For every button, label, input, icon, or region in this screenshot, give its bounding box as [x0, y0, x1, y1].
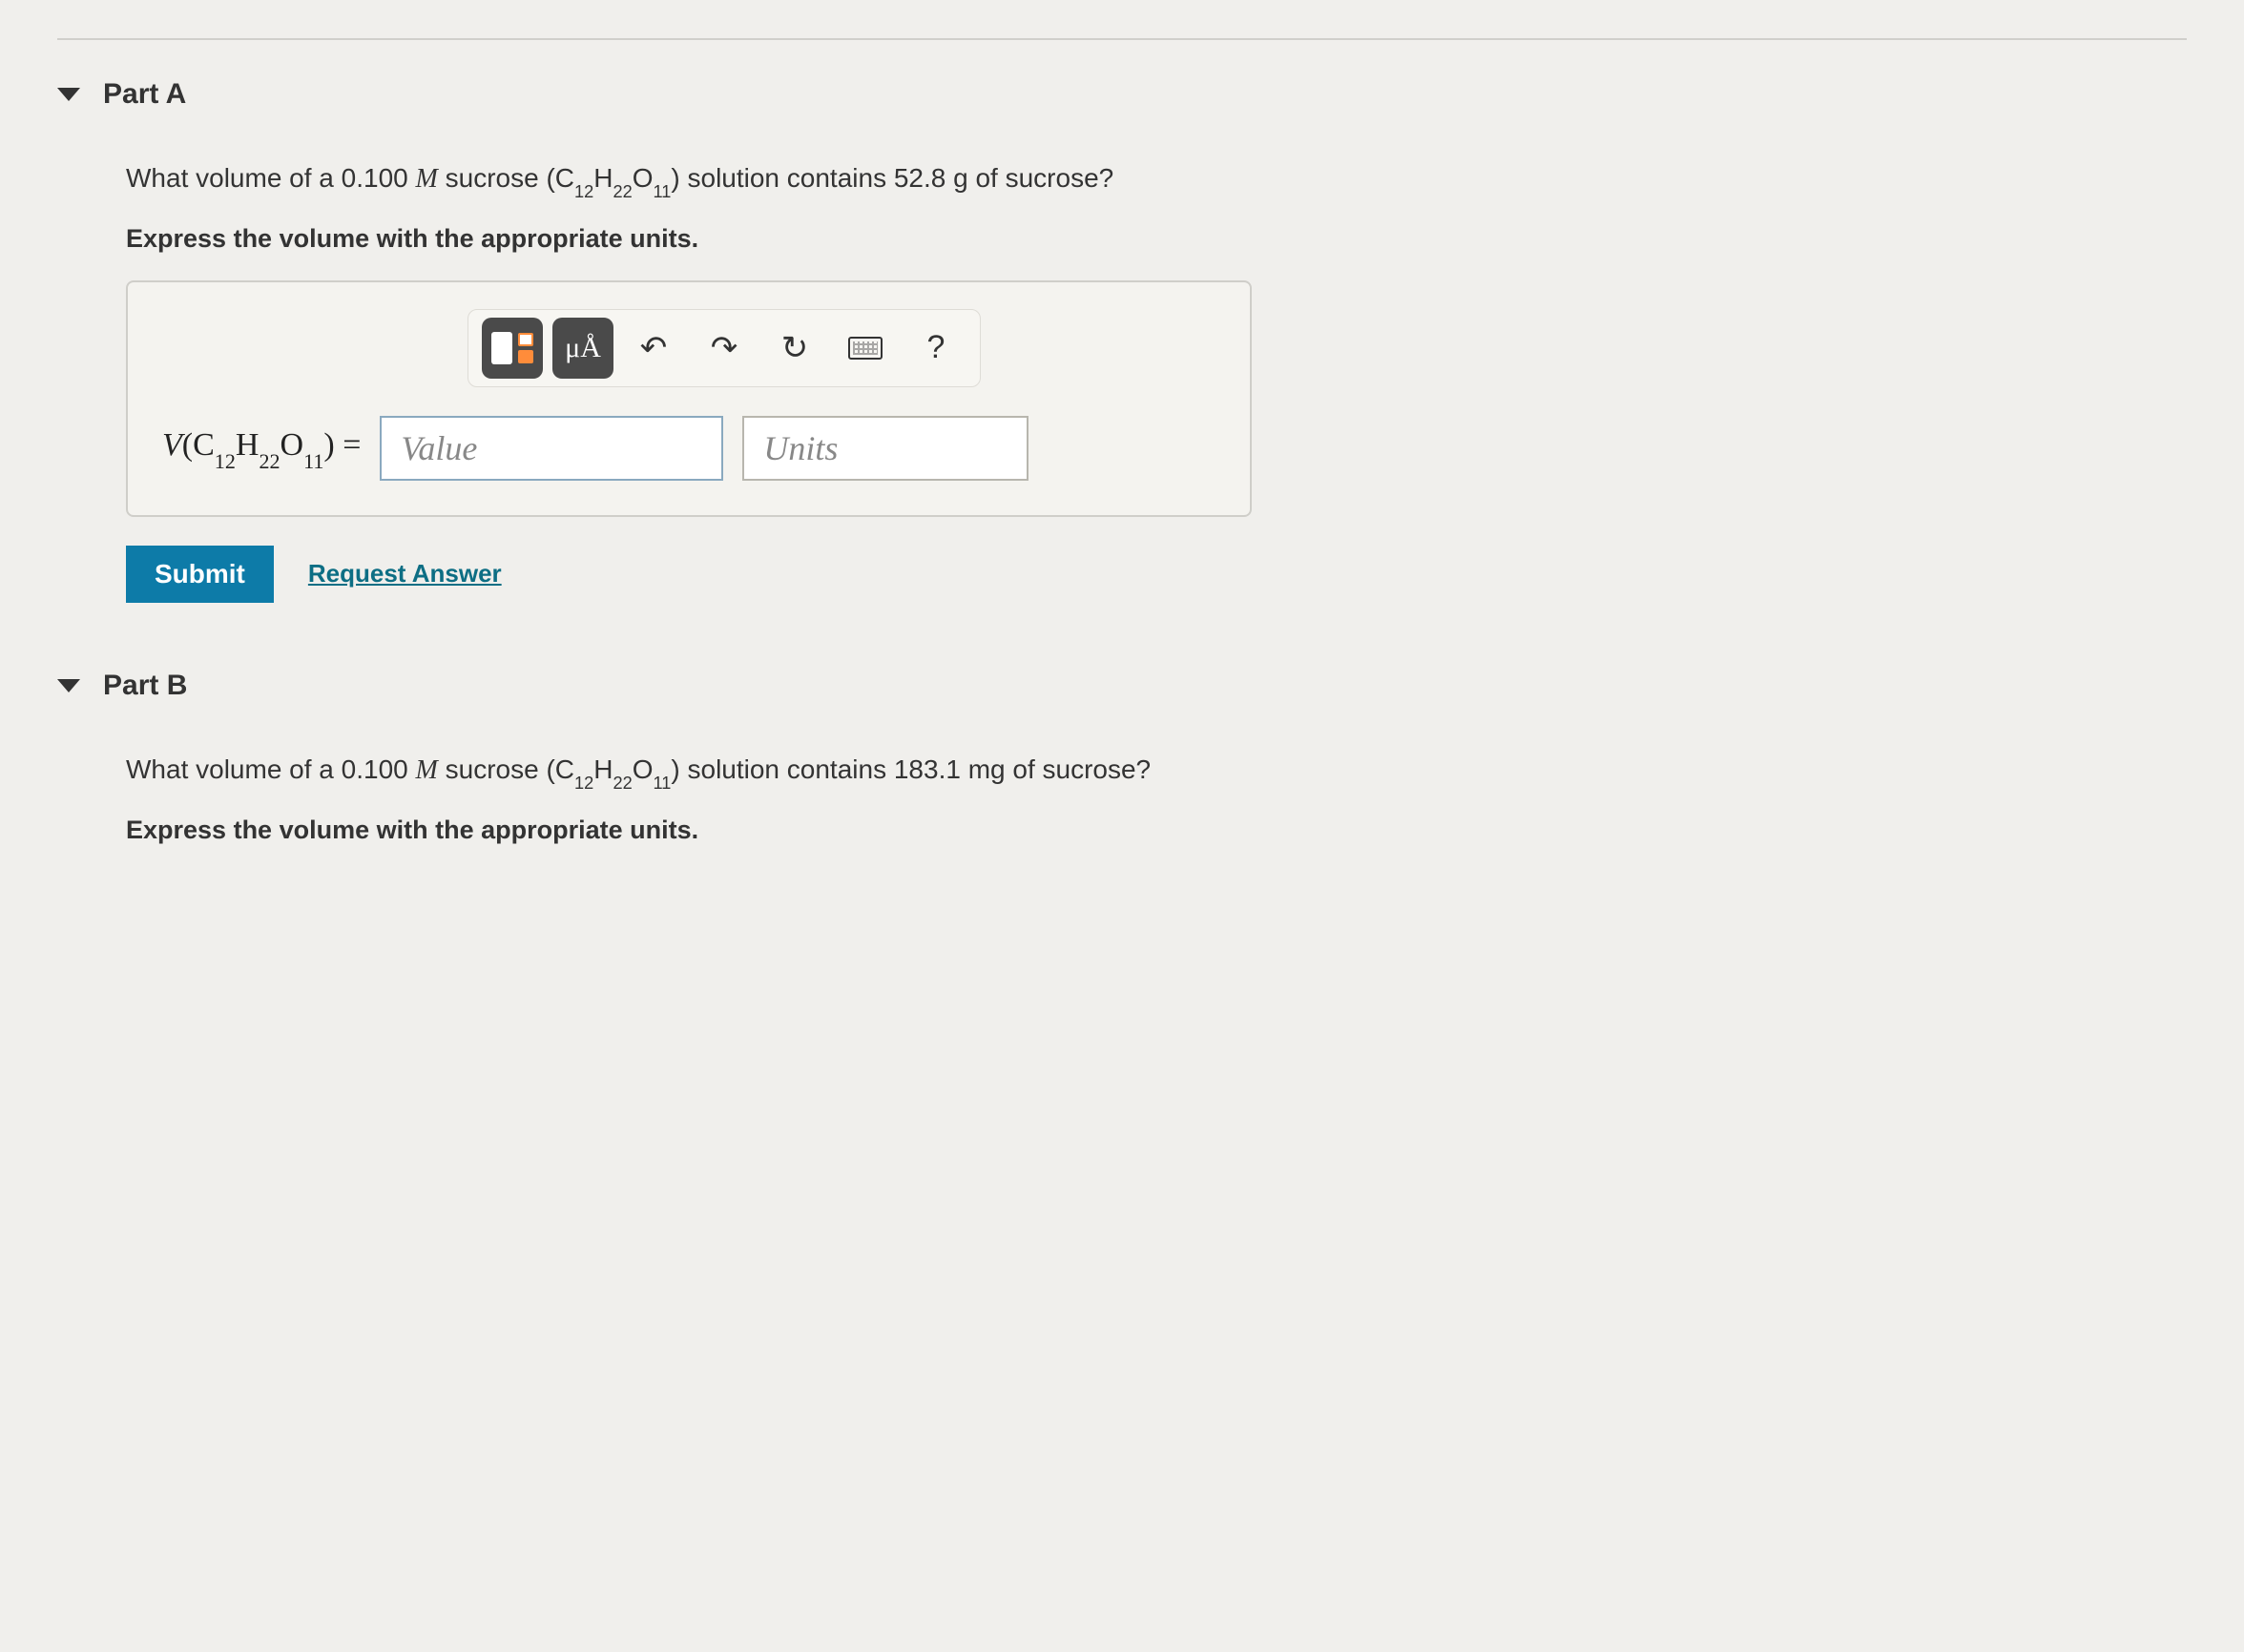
undo-button[interactable]: ↶	[623, 318, 684, 379]
formula-toolbar: μÅ ↶ ↷ ↻ ?	[468, 309, 981, 387]
part-a-question: What volume of a 0.100 M sucrose (C12H22…	[126, 158, 2187, 201]
part-b-instruction: Express the volume with the appropriate …	[126, 816, 2187, 845]
part-a-content: What volume of a 0.100 M sucrose (C12H22…	[126, 158, 2187, 603]
reset-icon: ↻	[781, 329, 809, 367]
answer-lhs: V(C12H22O11) =	[162, 427, 361, 468]
template-button[interactable]	[482, 318, 543, 379]
part-a-actions: Submit Request Answer	[126, 546, 2187, 603]
help-button[interactable]: ?	[905, 318, 966, 379]
chevron-down-icon[interactable]	[57, 679, 80, 692]
redo-icon: ↷	[711, 329, 738, 367]
part-b-question: What volume of a 0.100 M sucrose (C12H22…	[126, 750, 2187, 793]
part-a-title: Part A	[103, 78, 186, 111]
submit-button[interactable]: Submit	[126, 546, 274, 603]
mu-angstrom-icon: μÅ	[565, 332, 601, 364]
q-text: What volume of a 0.100	[126, 163, 416, 193]
chevron-down-icon[interactable]	[57, 88, 80, 101]
molarity-symbol: M	[416, 755, 438, 785]
q-text: ) solution contains 52.8 g of sucrose?	[671, 163, 1113, 193]
q-text: sucrose (	[438, 754, 555, 784]
formula: C12H22O11	[555, 754, 672, 784]
top-divider	[57, 38, 2187, 40]
answer-input-row: V(C12H22O11) = Value Units	[162, 416, 1216, 481]
keyboard-icon	[848, 337, 883, 360]
reset-button[interactable]: ↻	[764, 318, 825, 379]
formula: C12H22O11	[555, 163, 672, 193]
part-a-instruction: Express the volume with the appropriate …	[126, 224, 2187, 254]
help-icon: ?	[927, 329, 945, 366]
units-input[interactable]: Units	[742, 416, 1028, 481]
q-text: ) solution contains 183.1 mg of sucrose?	[671, 754, 1151, 784]
keyboard-button[interactable]	[835, 318, 896, 379]
redo-button[interactable]: ↷	[694, 318, 755, 379]
molarity-symbol: M	[416, 164, 438, 194]
part-b-title: Part B	[103, 670, 187, 702]
part-b-header[interactable]: Part B	[57, 670, 2187, 702]
symbols-button[interactable]: μÅ	[552, 318, 613, 379]
answer-panel: μÅ ↶ ↷ ↻ ? V(C12H22O11) = Value Units	[126, 280, 1252, 517]
part-a-header[interactable]: Part A	[57, 78, 2187, 111]
q-text: What volume of a 0.100	[126, 754, 416, 784]
part-b-content: What volume of a 0.100 M sucrose (C12H22…	[126, 750, 2187, 845]
value-input[interactable]: Value	[380, 416, 723, 481]
request-answer-link[interactable]: Request Answer	[308, 559, 502, 589]
undo-icon: ↶	[640, 329, 668, 367]
q-text: sucrose (	[438, 163, 555, 193]
fraction-icon	[491, 332, 533, 364]
